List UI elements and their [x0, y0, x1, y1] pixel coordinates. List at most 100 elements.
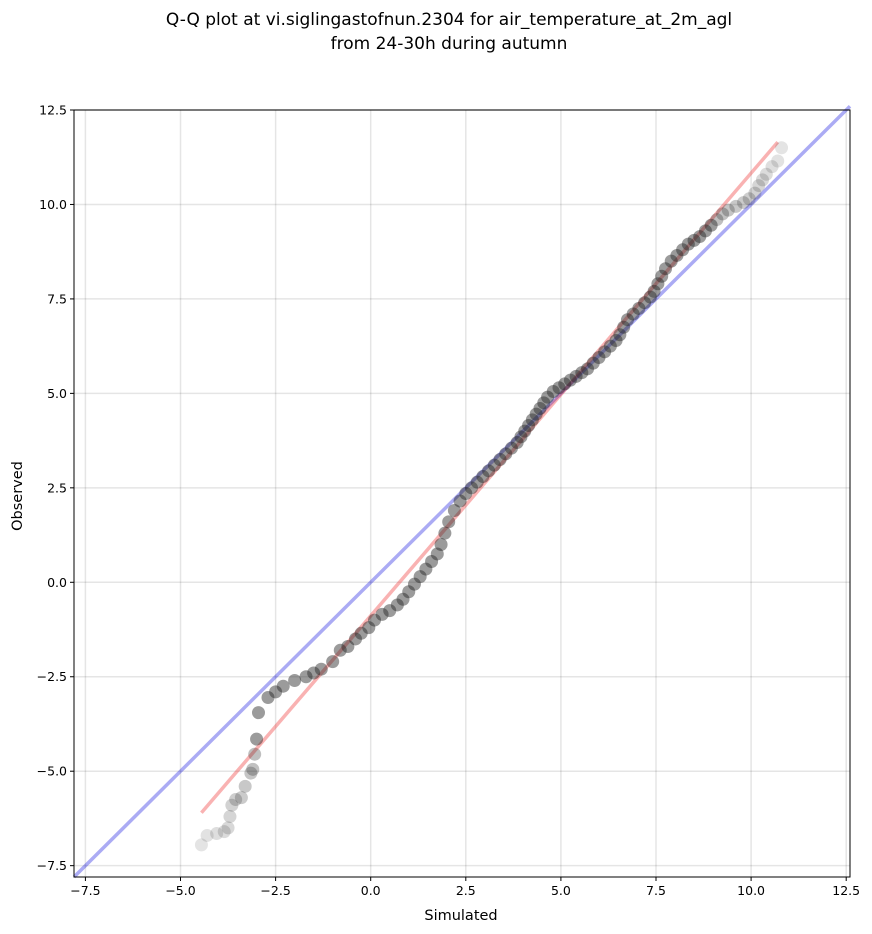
qq-point [638, 296, 652, 310]
qq-point [586, 356, 600, 370]
qq-point [670, 248, 684, 262]
qq-point [655, 269, 669, 283]
qq-point [514, 430, 528, 444]
qq-point [396, 592, 410, 606]
qq-point [430, 547, 444, 561]
qq-point [716, 207, 730, 221]
qq-point [223, 810, 237, 824]
qq-point [229, 793, 243, 807]
x-tick-label: 0.0 [361, 883, 381, 898]
qq-point [651, 277, 665, 291]
qq-point [326, 655, 340, 669]
x-tick-label: 5.0 [551, 883, 571, 898]
y-tick-label: 5.0 [47, 386, 67, 401]
x-tick-label: 12.5 [832, 883, 860, 898]
qq-point [626, 307, 640, 321]
qq-point [251, 706, 265, 720]
qq-point [314, 662, 328, 676]
y-tick-label: 10.0 [39, 197, 67, 212]
qq-point [617, 320, 631, 334]
qq-point [736, 196, 750, 210]
qq-point [413, 570, 427, 584]
qq-point [487, 458, 501, 472]
y-tick-label: −5.0 [37, 764, 67, 779]
data-points [194, 141, 789, 852]
y-tick-label: 7.5 [47, 291, 67, 306]
qq-point [200, 828, 214, 842]
qq-point [775, 141, 789, 155]
qq-point [529, 407, 543, 421]
qq-point [407, 577, 421, 591]
x-tick-label: 7.5 [646, 883, 666, 898]
qq-point [493, 452, 507, 466]
qq-point [269, 685, 283, 699]
x-tick-label: 10.0 [737, 883, 765, 898]
qq-point [687, 233, 701, 247]
qq-point [693, 230, 707, 244]
qq-point [504, 441, 518, 455]
qq-point [742, 192, 756, 206]
qq-point [632, 301, 646, 315]
x-tick-label: 2.5 [456, 883, 476, 898]
qq-point [541, 390, 555, 404]
qq-point [748, 186, 762, 200]
x-tick-label: −2.5 [260, 883, 290, 898]
qq-point [598, 345, 612, 359]
qq-point [558, 377, 572, 391]
qq-point [609, 333, 623, 347]
qq-point [341, 640, 355, 654]
qq-point [522, 418, 536, 432]
qq-point [390, 598, 404, 612]
qq-point [234, 791, 248, 805]
axes-group: −7.5 −5.0 −2.5 0.0 2.5 5.0 7.5 10.0 12.5 −7.5 −5.0… [37, 103, 860, 899]
qq-point [442, 515, 456, 529]
qq-point [276, 679, 290, 693]
y-tick-label: 0.0 [47, 575, 67, 590]
qq-point [476, 469, 490, 483]
qq-point [402, 585, 416, 599]
qq-point [354, 626, 368, 640]
qq-point [288, 674, 302, 688]
qq-point [470, 475, 484, 489]
qq-point [721, 203, 735, 217]
qq-point [752, 179, 766, 193]
reference-line-group [72, 104, 852, 879]
qq-point [453, 494, 467, 508]
qq-point [447, 504, 461, 518]
qq-point [518, 424, 532, 438]
qq-point [581, 362, 595, 376]
y-tick-label: −7.5 [37, 858, 67, 873]
x-tick-label: −5.0 [165, 883, 195, 898]
y-tick-label: −2.5 [37, 669, 67, 684]
qq-point [482, 464, 496, 478]
reference-line [72, 104, 852, 879]
qq-point [537, 396, 551, 410]
qq-point [771, 154, 785, 168]
qq-point [546, 384, 560, 398]
qq-point [244, 766, 258, 780]
qq-point [592, 350, 606, 364]
plot-frame [73, 109, 851, 878]
y-tick-label: 12.5 [39, 103, 67, 118]
qq-point [307, 666, 321, 680]
qq-point [613, 328, 627, 342]
qq-point [225, 798, 239, 812]
qq-point [681, 237, 695, 251]
qq-point [438, 526, 452, 540]
qq-point [383, 604, 397, 618]
chart-title-line-1: Q-Q plot at vi.siglingastofnun.2304 for … [166, 10, 732, 30]
qq-point [659, 262, 673, 276]
qq-point [620, 313, 634, 327]
qq-point [419, 562, 433, 576]
qq-point [603, 339, 617, 353]
qq-point [248, 747, 262, 761]
y-axis-label: Observed [10, 461, 26, 531]
qq-point [217, 825, 231, 839]
qq-point [569, 369, 583, 383]
chart-title-line-2: from 24-30h during autumn [331, 34, 568, 54]
qq-point [375, 607, 389, 621]
qq-point [194, 838, 208, 852]
qq-point [704, 218, 718, 232]
qq-point [756, 173, 770, 187]
